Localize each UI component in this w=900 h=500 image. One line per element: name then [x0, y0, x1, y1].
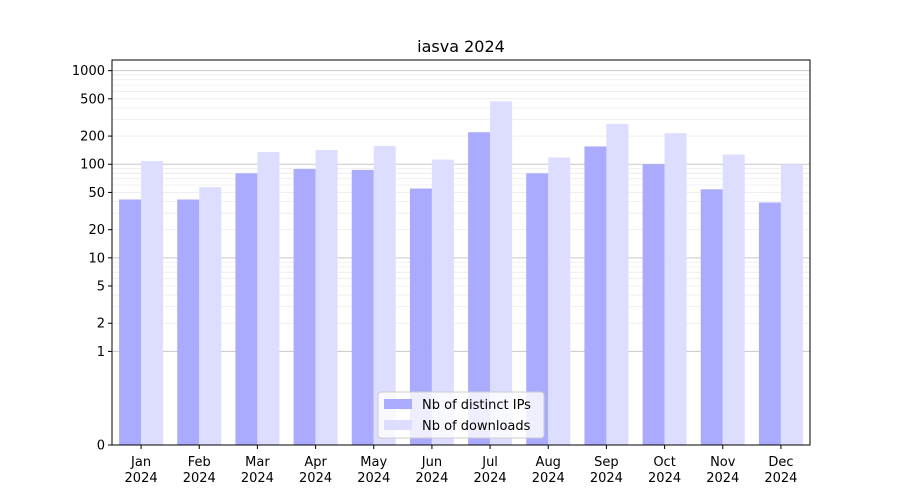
- bar-downloads-apr: [315, 149, 338, 445]
- bar-downloads-mar: [257, 152, 280, 445]
- bar-distinct-ips-nov: [700, 189, 723, 445]
- legend: Nb of distinct IPs Nb of downloads: [377, 391, 545, 439]
- bar-downloads-may: [373, 145, 396, 445]
- x-tick-label: Dec 2024: [764, 455, 797, 486]
- chart-title: iasva 2024: [417, 37, 505, 56]
- x-tick-label: Oct 2024: [648, 455, 681, 486]
- y-tick-label: 10: [88, 251, 105, 266]
- x-tick-label: Mar 2024: [241, 455, 274, 486]
- bar-downloads-jan: [141, 161, 164, 445]
- bar-downloads-jul: [490, 101, 513, 446]
- bar-distinct-ips-jan: [119, 199, 142, 445]
- bar-distinct-ips-sep: [584, 146, 607, 446]
- bar-distinct-ips-apr: [293, 168, 316, 445]
- bar-downloads-sep: [606, 123, 629, 445]
- y-tick-label: 500: [80, 92, 105, 107]
- x-tick-label: Jul 2024: [474, 455, 507, 486]
- x-tick-label: Jun 2024: [415, 455, 448, 486]
- bar-downloads-aug: [548, 157, 571, 445]
- axes: 0 1 2 5 10 20 50 100 200 500 1000 Jan 2024 Feb 2024 Mar…: [72, 59, 811, 486]
- bar-downloads-jun: [431, 159, 454, 445]
- y-tick-label: 50: [88, 186, 105, 201]
- y-tick-label: 0: [97, 439, 105, 454]
- bar-distinct-ips-mar: [235, 173, 258, 445]
- y-tick-label: 5: [97, 280, 105, 295]
- y-tick-label: 1000: [72, 64, 105, 79]
- bars: [119, 101, 803, 446]
- x-tick-label: Apr 2024: [299, 455, 332, 486]
- x-tick-label: Jan 2024: [125, 455, 158, 486]
- bar-distinct-ips-dec: [758, 202, 781, 445]
- x-tick-label: Feb 2024: [183, 455, 216, 486]
- bar-distinct-ips-jul: [468, 132, 491, 445]
- plot-frame: [111, 59, 811, 446]
- bar-downloads-feb: [199, 187, 222, 445]
- legend-label-distinct-ips: Nb of distinct IPs: [422, 398, 531, 413]
- grid-lines: [112, 70, 810, 352]
- legend-swatch-downloads: [384, 420, 412, 430]
- y-tick-label: 100: [80, 158, 105, 173]
- y-tick-label: 200: [80, 130, 105, 145]
- y-tick-label: 1: [97, 345, 105, 360]
- x-tick-label: May 2024: [357, 455, 390, 486]
- y-tick-label: 20: [88, 223, 105, 238]
- y-tick-label: 2: [97, 317, 105, 332]
- bar-distinct-ips-feb: [177, 199, 200, 445]
- legend-label-downloads: Nb of downloads: [422, 419, 531, 434]
- x-tick-label: Aug 2024: [532, 455, 565, 486]
- bar-downloads-dec: [780, 164, 803, 445]
- bar-distinct-ips-oct: [642, 164, 665, 445]
- bar-distinct-ips-jun: [409, 188, 432, 445]
- bar-distinct-ips-may: [351, 169, 374, 445]
- bar-distinct-ips-aug: [526, 173, 549, 445]
- x-tick-label: Nov 2024: [706, 455, 739, 486]
- legend-swatch-distinct-ips: [384, 399, 412, 409]
- legend-box: [377, 391, 545, 439]
- bar-downloads-oct: [664, 133, 687, 446]
- bar-downloads-nov: [722, 154, 745, 445]
- x-tick-label: Sep 2024: [590, 455, 623, 486]
